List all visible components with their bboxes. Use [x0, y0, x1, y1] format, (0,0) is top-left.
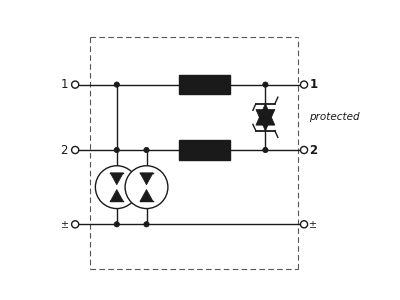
Circle shape: [114, 222, 120, 227]
Circle shape: [144, 222, 149, 227]
Text: protected: protected: [309, 112, 360, 122]
Text: $\pm$: $\pm$: [60, 219, 69, 230]
Circle shape: [95, 166, 138, 208]
Polygon shape: [140, 190, 153, 201]
Polygon shape: [110, 190, 123, 201]
Text: 1: 1: [309, 78, 318, 91]
Circle shape: [72, 81, 79, 88]
Circle shape: [125, 166, 168, 208]
Polygon shape: [140, 173, 153, 185]
Circle shape: [144, 147, 149, 153]
Bar: [179, 140, 230, 160]
Text: $\pm$: $\pm$: [308, 219, 318, 230]
Circle shape: [263, 147, 268, 153]
Circle shape: [300, 221, 308, 228]
Circle shape: [114, 82, 120, 87]
Circle shape: [300, 146, 308, 154]
Circle shape: [114, 147, 120, 153]
Polygon shape: [256, 110, 275, 131]
Circle shape: [263, 82, 268, 87]
Bar: [179, 75, 230, 94]
Text: 1: 1: [60, 78, 68, 91]
Text: 2: 2: [60, 143, 68, 157]
Polygon shape: [110, 173, 123, 185]
Circle shape: [300, 81, 308, 88]
Text: 2: 2: [309, 143, 318, 157]
Circle shape: [72, 146, 79, 154]
Circle shape: [72, 221, 79, 228]
Polygon shape: [256, 104, 275, 125]
